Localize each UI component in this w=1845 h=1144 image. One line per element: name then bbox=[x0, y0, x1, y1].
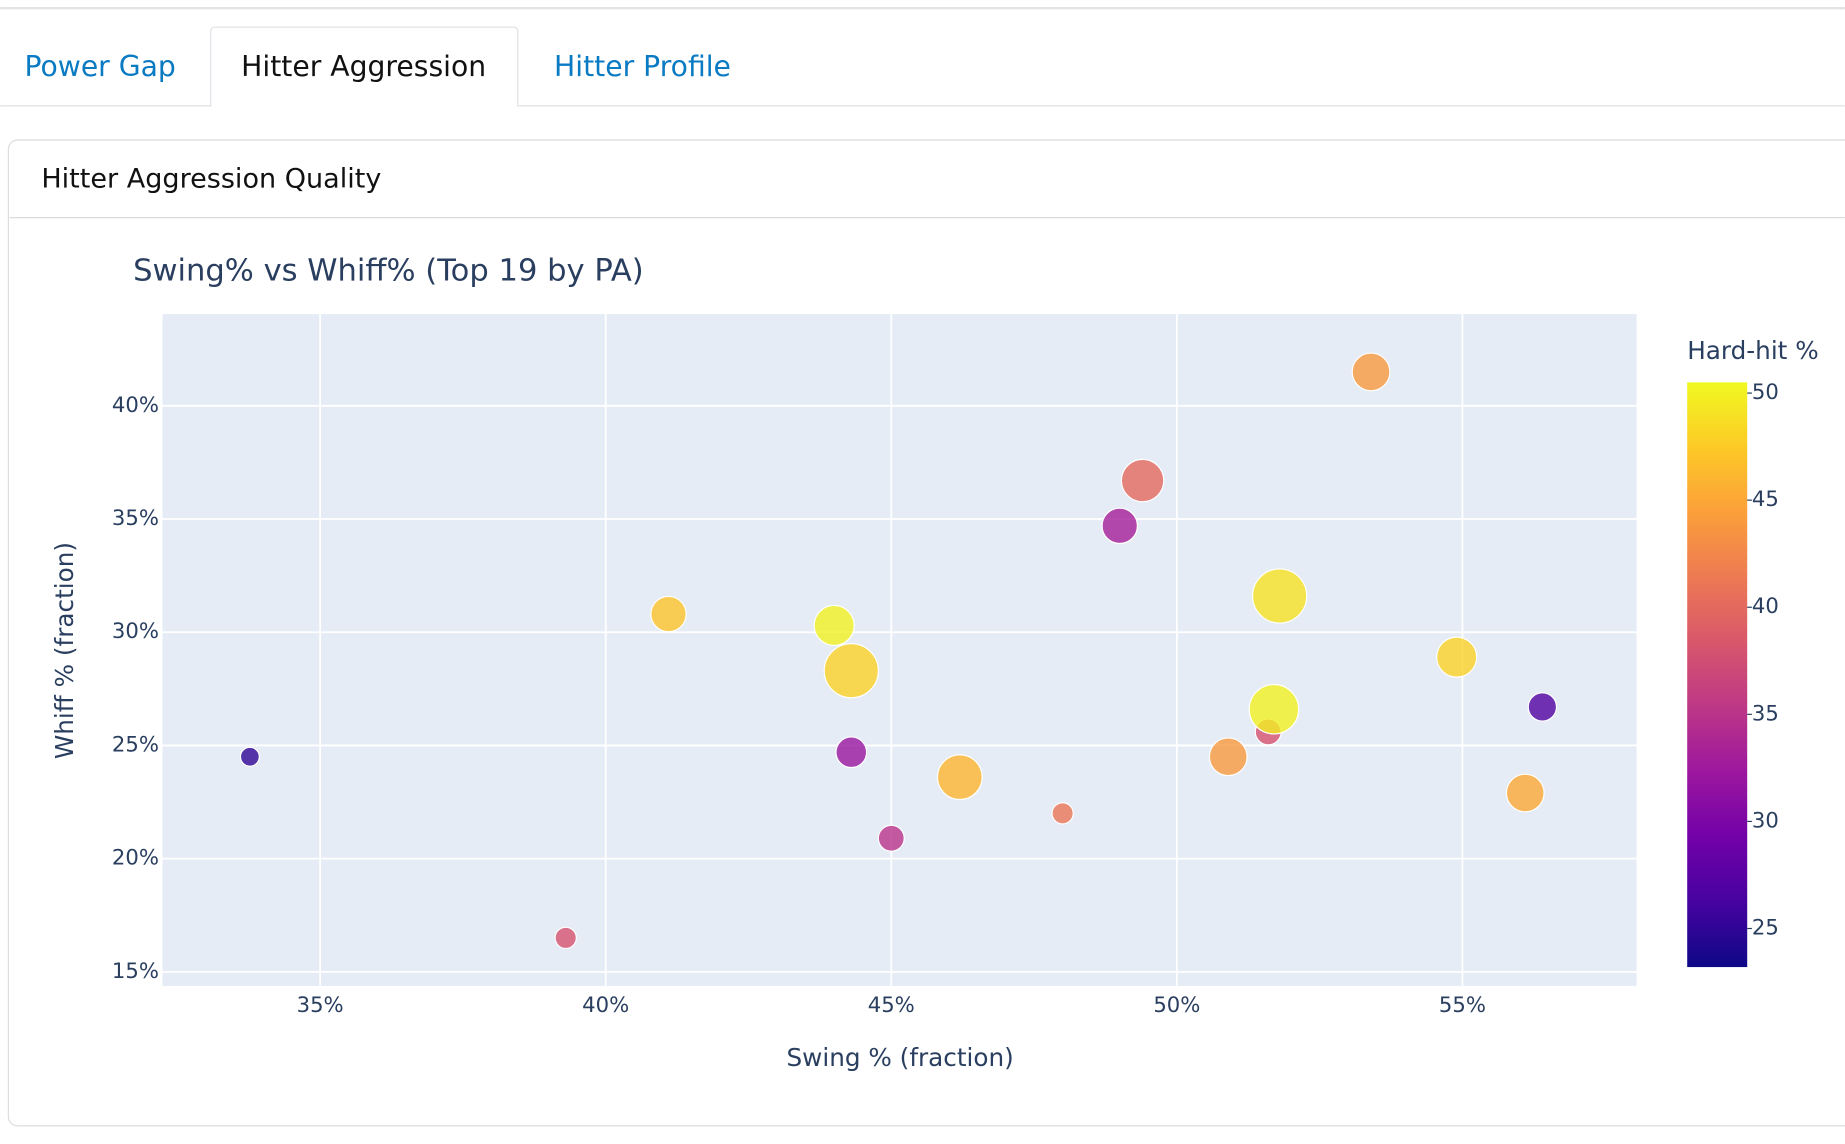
bubble bbox=[1436, 636, 1478, 678]
bubble bbox=[1351, 352, 1391, 392]
x-tick-label: 50% bbox=[1153, 992, 1200, 1017]
y-tick-label: 30% bbox=[112, 618, 159, 643]
bubble bbox=[1101, 507, 1138, 545]
bubble bbox=[1208, 737, 1248, 777]
x-axis-title: Swing % (fraction) bbox=[786, 1043, 1013, 1072]
y-tick-label: 15% bbox=[112, 958, 159, 983]
y-tick-label: 40% bbox=[112, 392, 159, 417]
y-tick-label: 20% bbox=[112, 845, 159, 870]
bubble bbox=[1120, 458, 1165, 503]
colorbar-tick-label: 30 bbox=[1752, 807, 1779, 832]
colorbar-title: Hard-hit % bbox=[1687, 336, 1818, 365]
bubble bbox=[1051, 802, 1074, 825]
chart: Swing% vs Whiff% (Top 19 by PA) Swing % … bbox=[50, 253, 1819, 1072]
bubble bbox=[650, 595, 687, 633]
bubble bbox=[823, 643, 879, 699]
active-tab-box bbox=[210, 26, 519, 106]
bubble bbox=[1252, 568, 1308, 624]
bubble bbox=[936, 754, 983, 801]
x-tick-label: 45% bbox=[868, 992, 915, 1017]
colorbar-tick-label: 35 bbox=[1752, 700, 1779, 725]
plot-area bbox=[162, 314, 1637, 986]
y-tick-label: 25% bbox=[112, 731, 159, 756]
tab[interactable]: Hitter Profile bbox=[554, 50, 731, 83]
bubble bbox=[813, 604, 855, 647]
y-axis-title: Whiff % (fraction) bbox=[50, 542, 79, 759]
x-tick-label: 55% bbox=[1439, 992, 1486, 1017]
bubble bbox=[1505, 773, 1545, 813]
tab[interactable]: Power Gap bbox=[24, 50, 175, 83]
bubble bbox=[835, 736, 868, 769]
bubble bbox=[877, 824, 905, 852]
y-tick-label: 35% bbox=[112, 505, 159, 530]
chart-title: Swing% vs Whiff% (Top 19 by PA) bbox=[133, 253, 644, 288]
colorbar bbox=[1687, 382, 1748, 968]
tab-active[interactable]: Hitter Aggression bbox=[241, 50, 486, 83]
bubble bbox=[1527, 692, 1558, 722]
colorbar-tick-label: 25 bbox=[1752, 915, 1779, 940]
colorbar-tick-label: 40 bbox=[1752, 593, 1779, 618]
colorbar-tick-label: 45 bbox=[1752, 486, 1779, 511]
bubble bbox=[239, 746, 260, 767]
colorbar-tick-label: 50 bbox=[1752, 379, 1779, 404]
card-title: Hitter Aggression Quality bbox=[41, 163, 381, 194]
x-tick-label: 40% bbox=[582, 992, 629, 1017]
bubble bbox=[554, 926, 577, 950]
bubble bbox=[1248, 683, 1300, 735]
x-tick-label: 35% bbox=[297, 992, 344, 1017]
